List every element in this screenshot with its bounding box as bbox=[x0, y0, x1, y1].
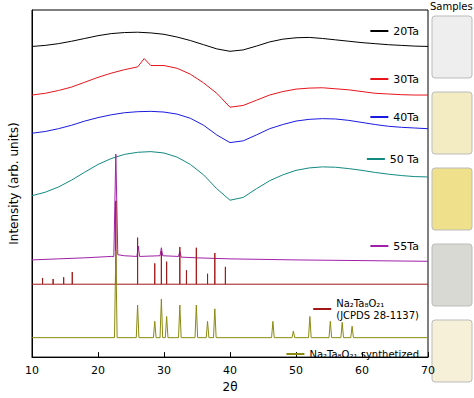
svg-text:20: 20 bbox=[91, 364, 105, 377]
svg-text:20Ta: 20Ta bbox=[393, 25, 419, 38]
svg-text:30: 30 bbox=[157, 364, 171, 377]
svg-text:(JCPDS 28-1137): (JCPDS 28-1137) bbox=[336, 310, 419, 321]
svg-text:70: 70 bbox=[421, 364, 435, 377]
svg-text:60: 60 bbox=[355, 364, 369, 377]
svg-text:50 Ta: 50 Ta bbox=[390, 153, 419, 166]
svg-text:30Ta: 30Ta bbox=[393, 73, 419, 86]
svg-text:Na₂Ta₈O₂₁: Na₂Ta₈O₂₁ bbox=[336, 298, 384, 309]
svg-text:55Ta: 55Ta bbox=[393, 240, 419, 253]
svg-text:Samples: Samples bbox=[430, 1, 473, 12]
svg-text:2θ: 2θ bbox=[223, 380, 238, 394]
svg-text:Intensity (arb. units): Intensity (arb. units) bbox=[7, 122, 21, 244]
svg-text:50: 50 bbox=[289, 364, 303, 377]
svg-text:40: 40 bbox=[223, 364, 237, 377]
svg-text:40Ta: 40Ta bbox=[393, 111, 419, 124]
svg-text:10: 10 bbox=[25, 364, 39, 377]
svg-text:Na₂Ta₈O₂₁ synthetized: Na₂Ta₈O₂₁ synthetized bbox=[309, 349, 419, 360]
